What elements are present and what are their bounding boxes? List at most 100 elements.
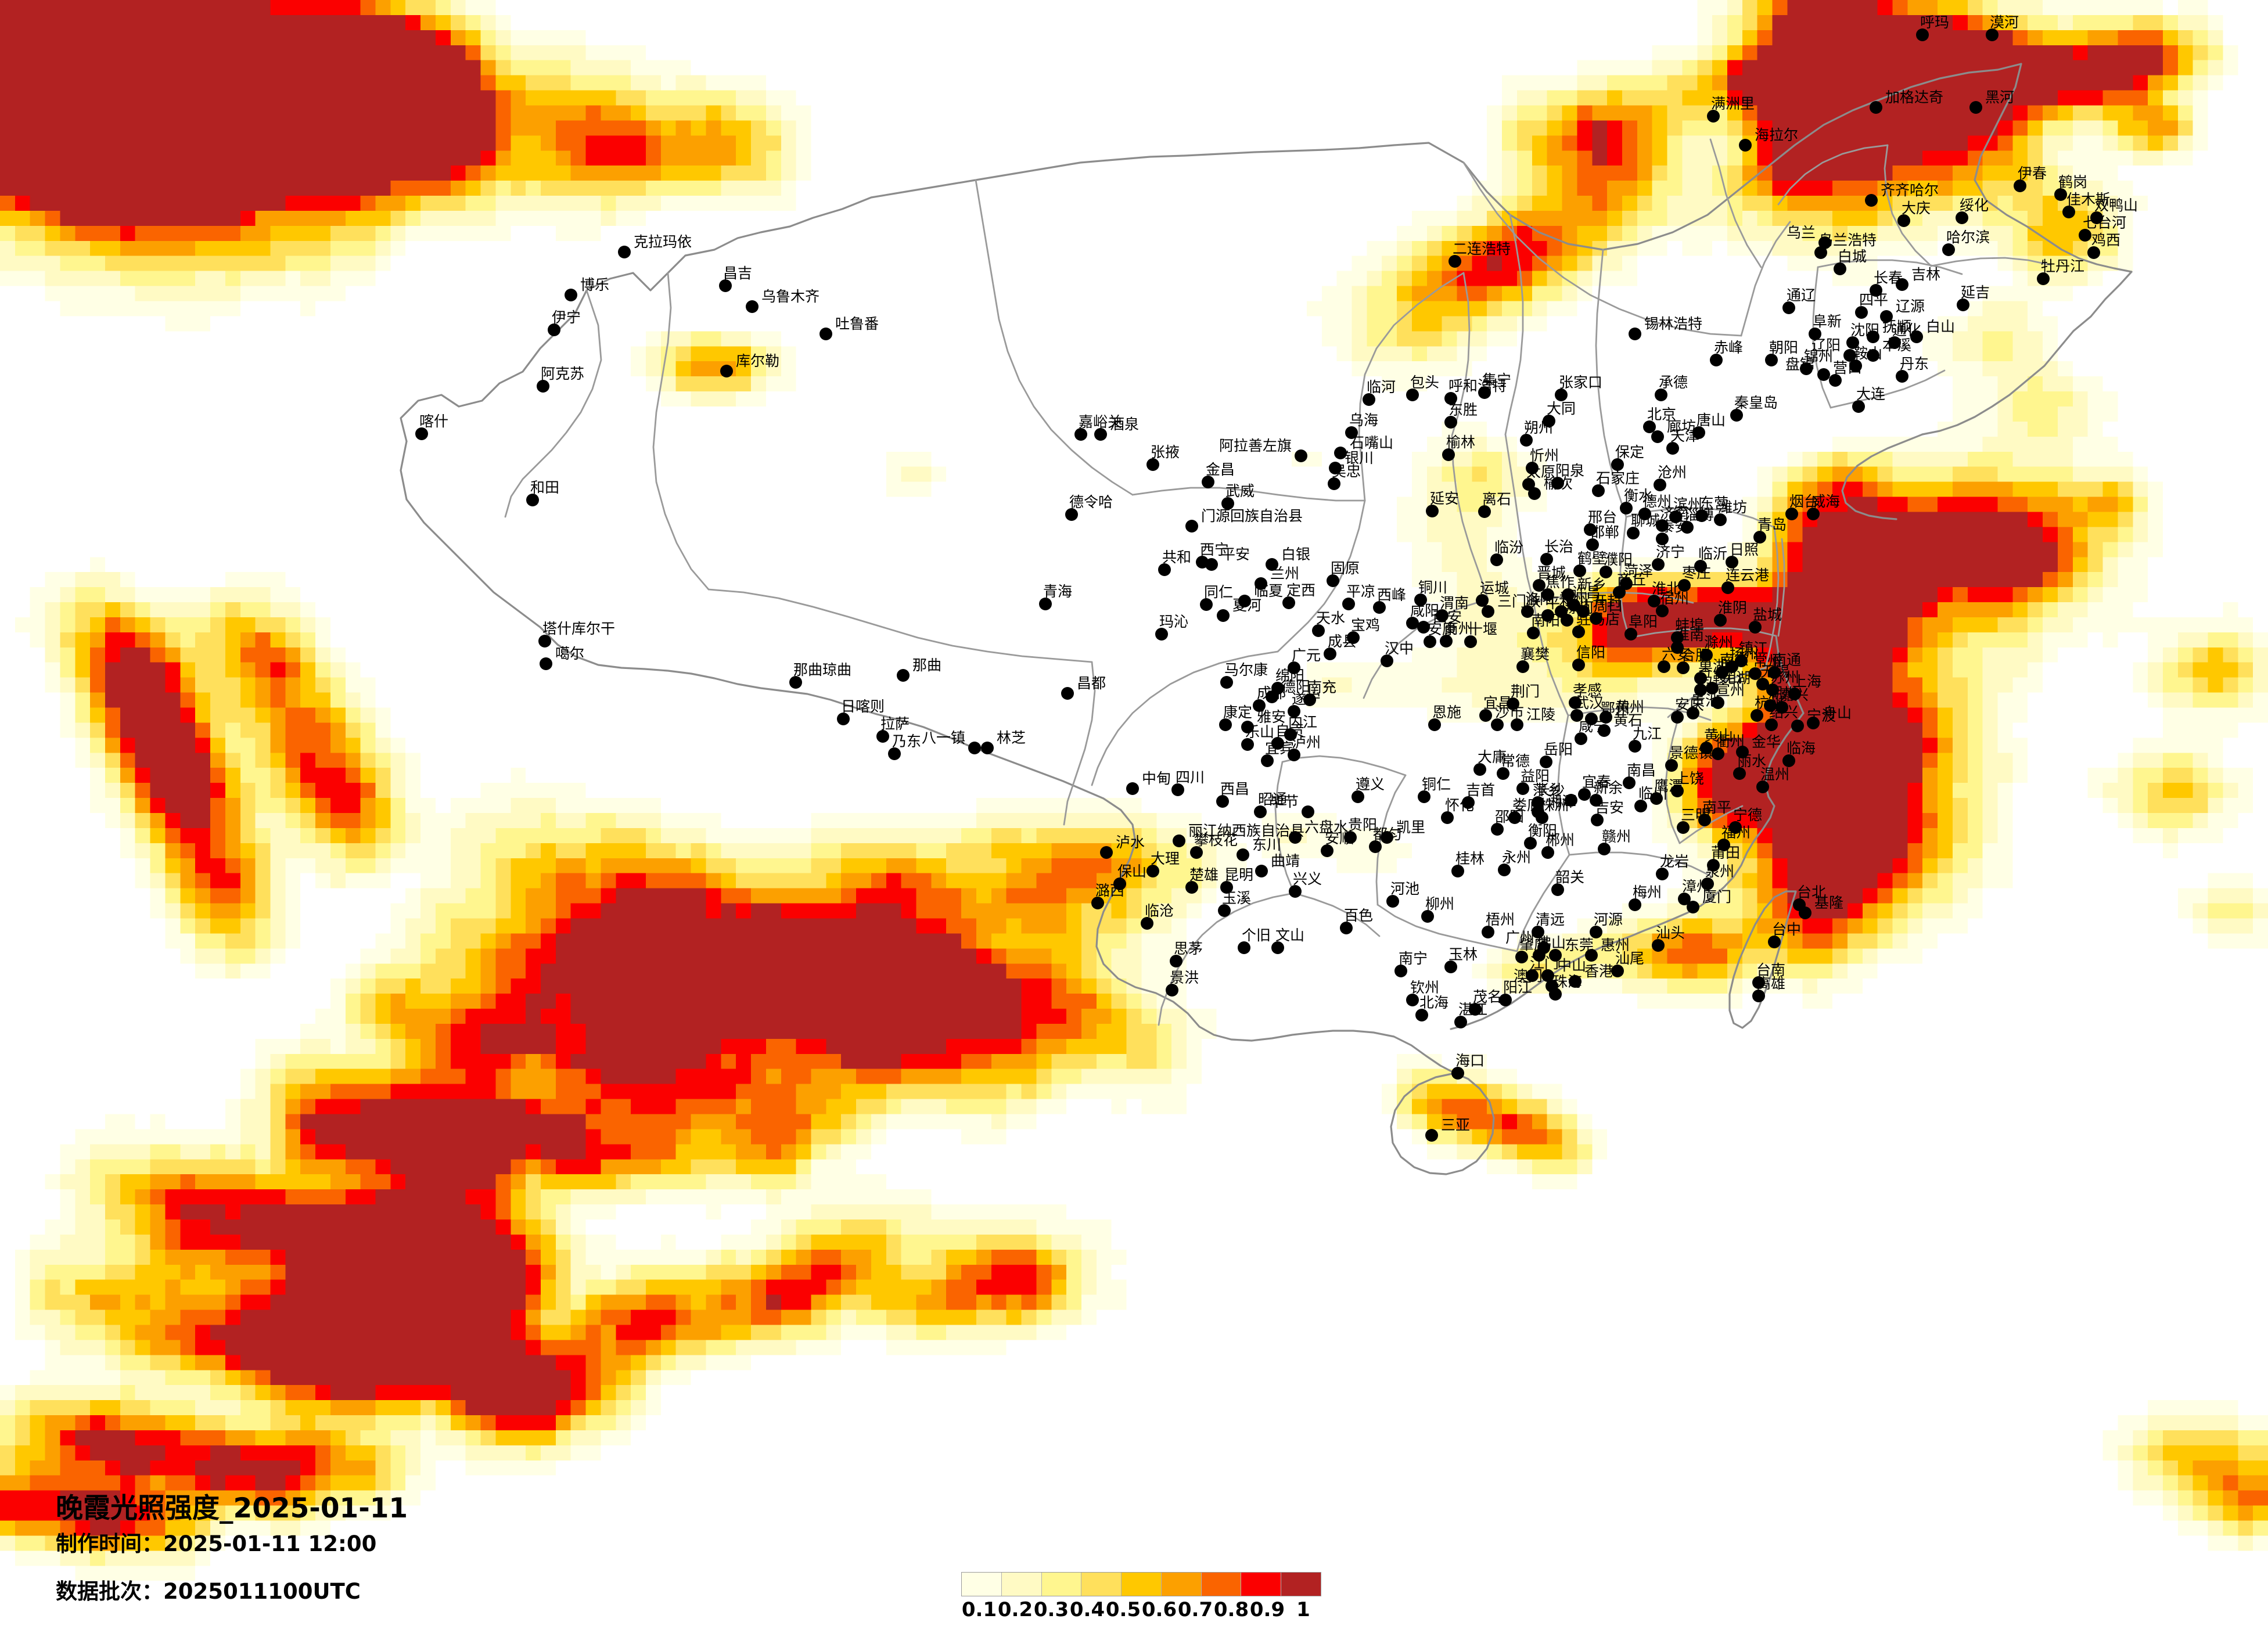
city-label: 固原 [1331, 560, 1360, 577]
city-dot-icon [1629, 898, 1641, 911]
city-dot-icon [2062, 206, 2075, 218]
city-dot-icon [1451, 1067, 1464, 1080]
city-dot-icon [1730, 409, 1743, 422]
city-dot-icon [1545, 980, 1558, 992]
colorbar-legend: 0.1 0.2 0.3 0.4 0.5 0.6 0.7 0.8 0.9 1 [961, 1572, 1321, 1624]
city-dot-icon [1515, 951, 1528, 963]
city-dot-icon [1532, 926, 1544, 938]
city-dot-icon [1074, 428, 1087, 441]
city-label: 株洲 [1540, 797, 1569, 814]
city-dot-icon [1238, 595, 1251, 607]
city-dot-icon [1897, 214, 1910, 227]
city-dot-icon [1817, 368, 1830, 381]
city-dot-icon [1173, 834, 1185, 847]
city-dot-icon [1834, 262, 1846, 275]
city-dot-icon [1896, 370, 1908, 383]
city-dot-icon [1775, 701, 1788, 714]
city-dot-icon [1650, 792, 1663, 805]
city-label: 雅安 [1257, 708, 1286, 725]
city-label: 岳阳 [1544, 741, 1573, 758]
city-dot-icon [1216, 795, 1229, 808]
city-label: 日照 [1730, 541, 1759, 558]
colorbar-tick-0.2: 0.2 [997, 1598, 1033, 1621]
city-label: 玉溪 [1222, 890, 1252, 906]
city-dot-icon [2079, 229, 2091, 242]
city-dot-icon [1739, 139, 1752, 152]
city-dot-icon [1482, 926, 1494, 938]
city-label: 黄石 [1613, 712, 1643, 729]
city-dot-icon [1406, 388, 1419, 401]
city-dot-icon [2054, 188, 2067, 201]
city-dot-icon [1726, 556, 1738, 569]
city-dot-icon [1444, 961, 1457, 973]
city-label: 滨州 [1673, 496, 1703, 513]
city-dot-icon [1126, 782, 1139, 795]
city-label: 延吉 [1961, 284, 1990, 301]
city-dot-icon [1678, 579, 1691, 592]
city-dot-icon [1716, 666, 1728, 679]
city-dot-icon [1701, 877, 1714, 890]
city-dot-icon [1541, 588, 1554, 601]
city-dot-icon [1843, 349, 1856, 362]
city-dot-icon [1700, 649, 1713, 661]
city-dot-icon [1303, 693, 1316, 706]
colorbar-swatch-dark-red [1281, 1573, 1321, 1596]
city-label: 营口 [1833, 359, 1863, 376]
city-label: 南平 [1702, 799, 1732, 816]
city-label: 临汾 [1494, 539, 1524, 556]
city-dot-icon [1896, 278, 1908, 291]
city-dot-icon [565, 289, 577, 301]
city-dot-icon [1444, 392, 1457, 405]
city-label: 保山 [1117, 863, 1147, 880]
city-label: 保定 [1615, 444, 1645, 461]
city-label: 吐鲁番 [835, 315, 879, 332]
city-dot-icon [1202, 476, 1214, 488]
city-dot-icon [1818, 236, 1831, 249]
city-dot-icon [1569, 696, 1582, 709]
city-dot-icon [1146, 865, 1159, 877]
city-dot-icon [1549, 949, 1562, 962]
city-dot-icon [1707, 859, 1720, 872]
city-dot-icon [1334, 447, 1347, 459]
city-label: 西宁 [1200, 541, 1230, 558]
city-label: 中甸 [1142, 770, 1171, 787]
city-label: 钦州 [1410, 979, 1440, 996]
city-label: 梅州 [1633, 884, 1662, 901]
city-dot-icon [1687, 901, 1699, 913]
city-dot-icon [1600, 711, 1612, 724]
city-label: 北京 [1647, 406, 1677, 423]
city-dot-icon [1478, 386, 1491, 399]
city-label: 那曲 [912, 657, 942, 674]
city-label: 七台河 [2083, 214, 2127, 231]
city-label: 信阳 [1576, 644, 1606, 661]
city-label: 南宁 [1399, 950, 1428, 967]
city-label: 临海 [1787, 740, 1816, 757]
city-dot-icon [1061, 687, 1074, 700]
city-label: 西峰 [1377, 587, 1407, 603]
city-label: 商州 [1444, 620, 1473, 637]
city-label: 临沂 [1698, 545, 1728, 562]
city-label: 呼和浩特 [1448, 377, 1507, 394]
city-label: 泸水 [1116, 834, 1145, 851]
city-dot-icon [719, 279, 732, 292]
city-label: 基隆 [1814, 894, 1844, 911]
city-label: 秦皇岛 [1734, 394, 1778, 411]
city-label: 广元 [1292, 647, 1321, 664]
city-dot-icon [1656, 868, 1669, 880]
city-dot-icon [1572, 659, 1585, 671]
city-dot-icon [1654, 479, 1666, 491]
city-dot-icon [1753, 531, 1766, 544]
city-label: 新余 [1594, 779, 1623, 796]
city-dot-icon [1555, 388, 1568, 401]
city-label: 景洪 [1170, 969, 1199, 986]
city-label: 玉林 [1448, 946, 1478, 963]
city-label: 十堰 [1468, 621, 1498, 638]
city-label: 长沙 [1536, 782, 1565, 798]
city-dot-icon [1562, 588, 1575, 601]
city-dot-icon [1721, 581, 1734, 594]
city-label: 平凉 [1346, 583, 1376, 600]
city-dot-icon [1220, 676, 1233, 689]
city-dot-icon [1329, 462, 1342, 474]
city-label: 加格达奇 [1885, 89, 1944, 106]
city-dot-icon [720, 365, 733, 377]
